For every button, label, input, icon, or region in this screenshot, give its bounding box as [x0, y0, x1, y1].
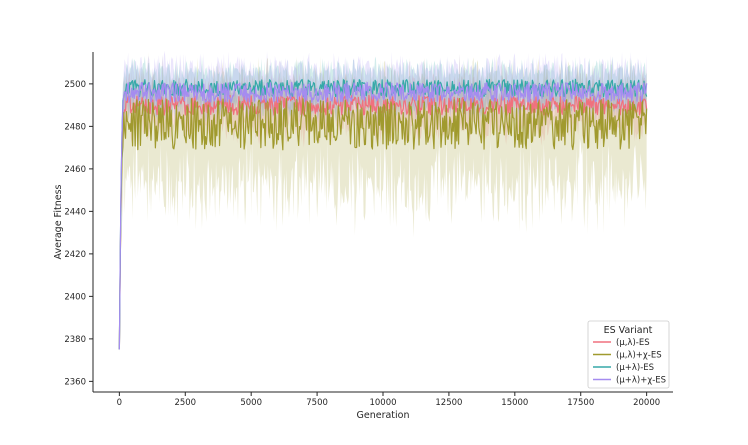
x-ticks: 0 2500 5000 7500 10000 12500 15000 17500 20000 [117, 392, 660, 408]
x-tick-label: 7500 [306, 398, 328, 408]
x-tick-label: 10000 [369, 398, 396, 408]
y-tick-label: 2380 [64, 335, 86, 345]
legend-items: (μ,λ)-ES (μ,λ)+χ-ES (μ+λ)-ES (μ+λ)+χ-ES [593, 338, 666, 386]
x-tick-label: 15000 [501, 398, 528, 408]
y-tick-label: 2500 [64, 80, 86, 90]
x-tick-label: 2500 [174, 398, 196, 408]
legend-label: (μ,λ)+χ-ES [616, 351, 662, 361]
series-line-0 [118, 94, 648, 350]
legend-title: ES Variant [604, 325, 653, 336]
x-axis-label: Generation [357, 410, 410, 421]
legend: ES Variant (μ,λ)-ES (μ,λ)+χ-ES (μ+λ)-ES (μ+… [587, 320, 670, 389]
x-tick-label: 0 [117, 398, 122, 408]
y-tick-label: 2420 [64, 250, 86, 260]
legend-label: (μ+λ)-ES [616, 363, 654, 373]
y-tick-label: 2480 [64, 122, 86, 132]
x-tick-label: 5000 [240, 398, 262, 408]
y-tick-label: 2400 [64, 292, 86, 302]
legend-label: (μ,λ)-ES [616, 338, 650, 348]
series-line-1 [118, 97, 648, 350]
series-lines [118, 78, 648, 350]
x-tick-label: 20000 [633, 398, 660, 408]
y-tick-label: 2360 [64, 377, 86, 387]
x-tick-label: 17500 [567, 398, 594, 408]
legend-label: (μ+λ)+χ-ES [616, 376, 666, 386]
x-tick-label: 12500 [435, 398, 462, 408]
series-line-3 [118, 81, 648, 350]
y-ticks: 2360 2380 2400 2420 2440 2460 2480 2500 [64, 80, 93, 387]
y-axis-label: Average Fitness [53, 184, 64, 259]
legend-box [587, 320, 670, 389]
y-tick-label: 2440 [64, 207, 86, 217]
y-tick-label: 2460 [64, 165, 86, 175]
